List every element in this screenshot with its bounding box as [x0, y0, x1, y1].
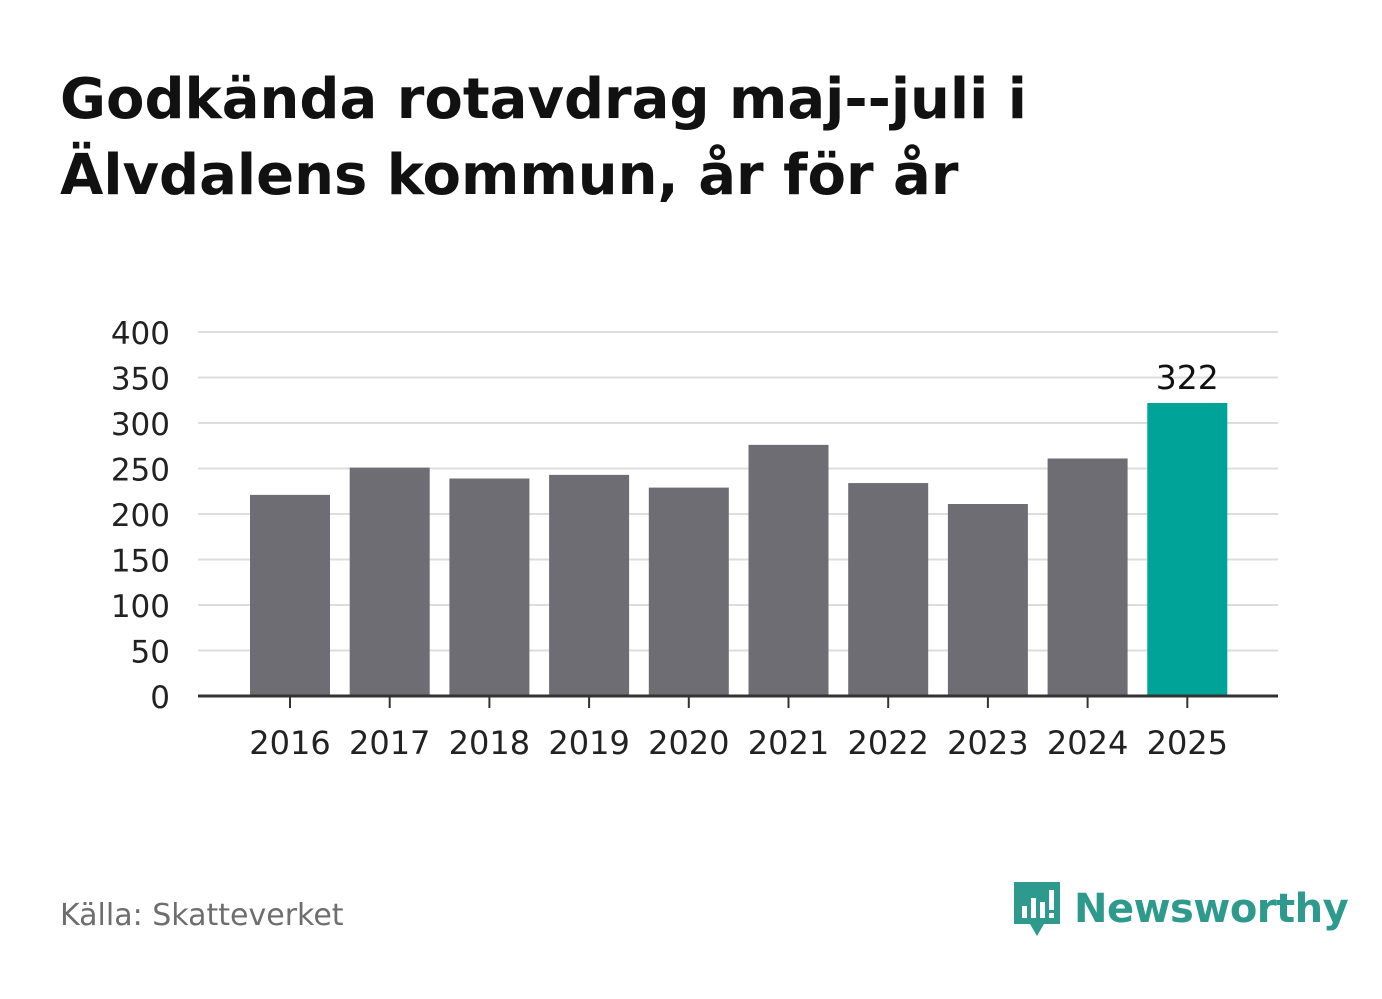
y-axis-tick-labels: 0 50 100 150 200 250 300 350 400 — [111, 316, 170, 716]
y-tick-label: 100 — [111, 589, 170, 625]
x-axis-tick-labels: 2016 2017 2018 2019 2020 2021 2022 2023 2024 2025 — [249, 724, 1228, 762]
bar — [947, 503, 1028, 696]
bar — [848, 483, 929, 696]
x-tick-label: 2023 — [947, 724, 1028, 762]
x-tick-label: 2016 — [249, 724, 330, 762]
y-tick-label: 0 — [150, 680, 170, 716]
bar — [748, 444, 829, 696]
x-axis — [198, 694, 1278, 708]
bar — [250, 494, 330, 696]
y-tick-label: 200 — [111, 498, 170, 534]
bar — [1147, 402, 1228, 696]
brand-logo: Newsworthy — [1010, 878, 1349, 940]
data-label: 322 — [1156, 358, 1219, 397]
y-tick-label: 250 — [111, 453, 170, 489]
y-tick-label: 300 — [111, 407, 170, 443]
x-tick-label: 2025 — [1147, 724, 1228, 762]
y-tick-label: 50 — [131, 635, 170, 671]
x-tick-label: 2019 — [548, 724, 629, 762]
bar — [549, 474, 630, 696]
x-tick-label: 2018 — [449, 724, 530, 762]
bars — [250, 402, 1228, 696]
data-labels: 322 — [1156, 358, 1219, 397]
brand-name: Newsworthy — [1074, 886, 1349, 932]
y-tick-label: 150 — [111, 544, 170, 580]
chart-title-line-2: Älvdalens kommun, år för år — [60, 143, 959, 208]
y-tick-label: 400 — [111, 316, 170, 352]
x-tick-label: 2021 — [748, 724, 829, 762]
y-tick-label: 350 — [111, 362, 170, 398]
newsworthy-logo-icon — [1014, 882, 1060, 936]
bar — [349, 467, 430, 696]
chart-title-line-1: Godkända rotavdrag maj--juli i — [60, 67, 1027, 132]
chart-title: Godkända rotavdrag maj--juli i Älvdalens… — [60, 62, 1260, 214]
source-note: Källa: Skatteverket — [60, 898, 344, 933]
x-tick-label: 2020 — [648, 724, 729, 762]
x-tick-label: 2022 — [847, 724, 928, 762]
x-tick-label: 2024 — [1047, 724, 1128, 762]
bar — [449, 478, 530, 696]
bar — [648, 487, 729, 696]
x-tick-label: 2017 — [349, 724, 430, 762]
bar — [1047, 458, 1128, 696]
